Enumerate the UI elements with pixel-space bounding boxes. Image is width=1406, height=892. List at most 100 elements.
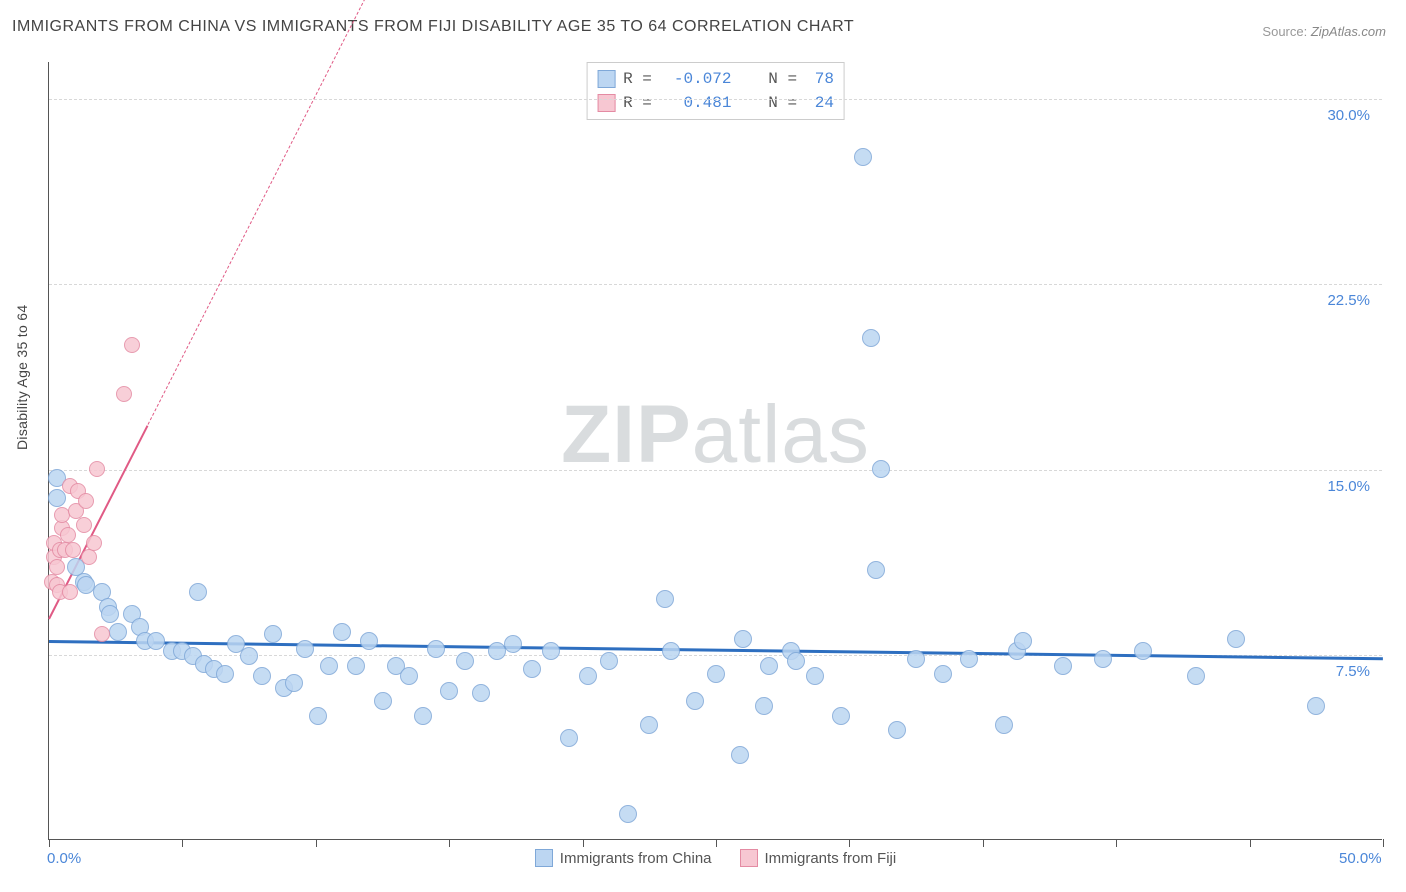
data-point (760, 657, 778, 675)
data-point (707, 665, 725, 683)
source-attribution: Source: ZipAtlas.com (1262, 24, 1386, 39)
y-tick-label: 7.5% (1336, 663, 1370, 680)
x-tick (1250, 839, 1251, 847)
data-point (656, 590, 674, 608)
data-point (1134, 642, 1152, 660)
data-point (542, 642, 560, 660)
data-point (960, 650, 978, 668)
data-point (360, 632, 378, 650)
data-point (1054, 657, 1072, 675)
legend-series-label: Immigrants from Fiji (765, 850, 897, 867)
data-point (600, 652, 618, 670)
data-point (60, 527, 76, 543)
x-tick (849, 839, 850, 847)
data-point (731, 746, 749, 764)
legend-series: Immigrants from China Immigrants from Fij… (49, 849, 1382, 867)
x-tick (1116, 839, 1117, 847)
x-tick (49, 839, 50, 847)
x-tick (983, 839, 984, 847)
data-point (872, 460, 890, 478)
data-point (862, 329, 880, 347)
data-point (755, 697, 773, 715)
data-point (806, 667, 824, 685)
data-point (264, 625, 282, 643)
data-point (76, 517, 92, 533)
legend-swatch (597, 94, 615, 112)
data-point (734, 630, 752, 648)
x-tick (449, 839, 450, 847)
legend-swatch (740, 849, 758, 867)
data-point (854, 148, 872, 166)
gridline-h (49, 284, 1382, 285)
data-point (560, 729, 578, 747)
data-point (472, 684, 490, 702)
data-point (296, 640, 314, 658)
regression-line (147, 0, 369, 425)
data-point (867, 561, 885, 579)
legend-r-label: R = (623, 67, 661, 91)
data-point (109, 623, 127, 641)
data-point (1227, 630, 1245, 648)
data-point (285, 674, 303, 692)
watermark: ZIPatlas (561, 388, 870, 482)
legend-correlation-box: R = -0.072 N = 78R = 0.481 N = 24 (586, 62, 845, 120)
legend-r-label: R = (623, 91, 661, 115)
legend-row: R = 0.481 N = 24 (597, 91, 834, 115)
source-value: ZipAtlas.com (1311, 24, 1386, 39)
data-point (504, 635, 522, 653)
data-point (523, 660, 541, 678)
data-point (240, 647, 258, 665)
data-point (662, 642, 680, 660)
watermark-bold: ZIP (561, 389, 692, 480)
legend-n-value: 24 (815, 91, 834, 115)
legend-r-value: -0.072 (669, 67, 731, 91)
data-point (89, 461, 105, 477)
x-tick (583, 839, 584, 847)
x-tick (1383, 839, 1384, 847)
data-point (147, 632, 165, 650)
data-point (1014, 632, 1032, 650)
data-point (686, 692, 704, 710)
data-point (94, 626, 110, 642)
data-point (253, 667, 271, 685)
legend-swatch (535, 849, 553, 867)
source-label: Source: (1262, 24, 1307, 39)
data-point (189, 583, 207, 601)
data-point (400, 667, 418, 685)
legend-n-value: 78 (815, 67, 834, 91)
legend-n-label: N = (739, 67, 806, 91)
data-point (456, 652, 474, 670)
data-point (216, 665, 234, 683)
data-point (640, 716, 658, 734)
data-point (440, 682, 458, 700)
data-point (427, 640, 445, 658)
x-tick (182, 839, 183, 847)
x-tick (316, 839, 317, 847)
data-point (1307, 697, 1325, 715)
data-point (934, 665, 952, 683)
y-tick-label: 15.0% (1327, 478, 1370, 495)
chart-title: IMMIGRANTS FROM CHINA VS IMMIGRANTS FROM… (12, 18, 854, 36)
data-point (907, 650, 925, 668)
data-point (65, 542, 81, 558)
legend-series-item: Immigrants from China (535, 849, 712, 867)
data-point (619, 805, 637, 823)
data-point (832, 707, 850, 725)
data-point (995, 716, 1013, 734)
data-point (320, 657, 338, 675)
data-point (1094, 650, 1112, 668)
data-point (579, 667, 597, 685)
data-point (414, 707, 432, 725)
data-point (81, 549, 97, 565)
data-point (116, 386, 132, 402)
data-point (49, 559, 65, 575)
watermark-rest: atlas (692, 389, 870, 480)
x-tick (716, 839, 717, 847)
legend-n-label: N = (739, 91, 806, 115)
data-point (48, 489, 66, 507)
x-tick-label: 50.0% (1339, 850, 1382, 867)
legend-row: R = -0.072 N = 78 (597, 67, 834, 91)
legend-series-label: Immigrants from China (560, 850, 712, 867)
gridline-h (49, 99, 1382, 100)
y-tick-label: 30.0% (1327, 107, 1370, 124)
